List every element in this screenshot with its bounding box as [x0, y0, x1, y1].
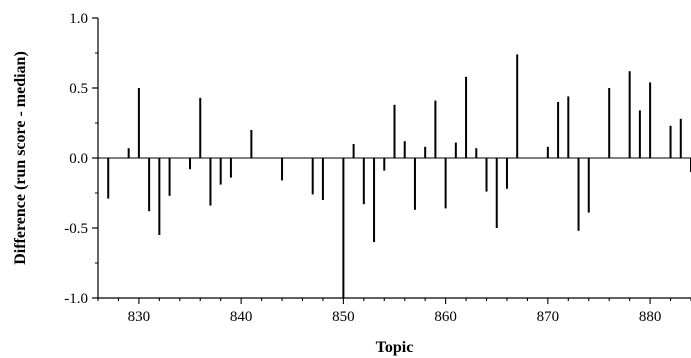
bar-topic-841 — [250, 130, 253, 158]
bar-topic-847 — [311, 158, 314, 195]
bar-topic-832 — [158, 158, 161, 235]
bar-topic-854 — [383, 158, 386, 171]
bar-topic-853 — [373, 158, 376, 242]
y-ticks-group: -1.0 -0.5 0.0 0.5 1.0 — [64, 11, 98, 307]
bar-topic-865 — [495, 158, 498, 228]
bar-topic-880 — [649, 82, 652, 158]
x-tick-label: 870 — [537, 309, 560, 325]
bar-topic-873 — [577, 158, 580, 231]
bar-topic-870 — [546, 146, 549, 158]
bar-topic-861 — [454, 142, 457, 158]
bar-topic-858 — [424, 146, 427, 158]
bar-topic-855 — [393, 104, 396, 158]
y-tick-label: -1.0 — [64, 291, 88, 307]
x-tick-label: 830 — [128, 309, 151, 325]
bar-topic-831 — [148, 158, 151, 212]
bar-topic-836 — [199, 97, 202, 158]
bar-topic-860 — [444, 158, 447, 209]
bar-topic-851 — [352, 144, 355, 158]
bar-topic-862 — [465, 76, 468, 158]
bar-topic-879 — [638, 110, 641, 158]
bar-topic-850 — [342, 158, 345, 298]
bar-topic-852 — [362, 158, 365, 205]
bar-topic-867 — [516, 54, 519, 158]
bar-topic-857 — [413, 158, 416, 210]
bar-topic-829 — [127, 148, 130, 158]
bar-topic-839 — [229, 158, 232, 178]
bar-topic-872 — [567, 96, 570, 158]
bar-topic-878 — [628, 71, 631, 158]
bar-topic-866 — [505, 158, 508, 189]
y-tick-label: -0.5 — [64, 221, 88, 237]
y-tick-label: 1.0 — [69, 11, 88, 27]
x-tick-label: 860 — [434, 309, 457, 325]
bar-topic-833 — [168, 158, 171, 196]
y-axis-title: Difference (run score - median) — [12, 51, 29, 265]
bar-topic-864 — [485, 158, 488, 192]
bar-topic-838 — [219, 158, 222, 185]
bar-topic-871 — [557, 102, 560, 158]
bar-topic-859 — [434, 100, 437, 158]
bar-topic-883 — [679, 118, 682, 158]
x-tick-label: 840 — [230, 309, 253, 325]
x-axis-title: Topic — [376, 339, 414, 356]
bar-topic-863 — [475, 148, 478, 158]
bar-topic-827 — [107, 158, 110, 199]
bar-topic-882 — [669, 125, 672, 158]
bars-group — [107, 54, 691, 298]
bar-topic-874 — [587, 158, 590, 213]
bar-topic-844 — [281, 158, 284, 181]
bar-topic-835 — [189, 158, 192, 170]
bar-topic-876 — [608, 88, 611, 158]
bar-topic-848 — [321, 158, 324, 200]
bar-topic-837 — [209, 158, 212, 206]
y-tick-label: 0.5 — [69, 81, 88, 97]
x-tick-label: 850 — [332, 309, 355, 325]
x-ticks-group: 830 840 850 860 870 880 — [97, 298, 691, 325]
x-tick-label: 880 — [639, 309, 662, 325]
bar-topic-830 — [137, 88, 140, 158]
y-tick-label: 0.0 — [69, 151, 88, 167]
bar-topic-856 — [403, 141, 406, 158]
